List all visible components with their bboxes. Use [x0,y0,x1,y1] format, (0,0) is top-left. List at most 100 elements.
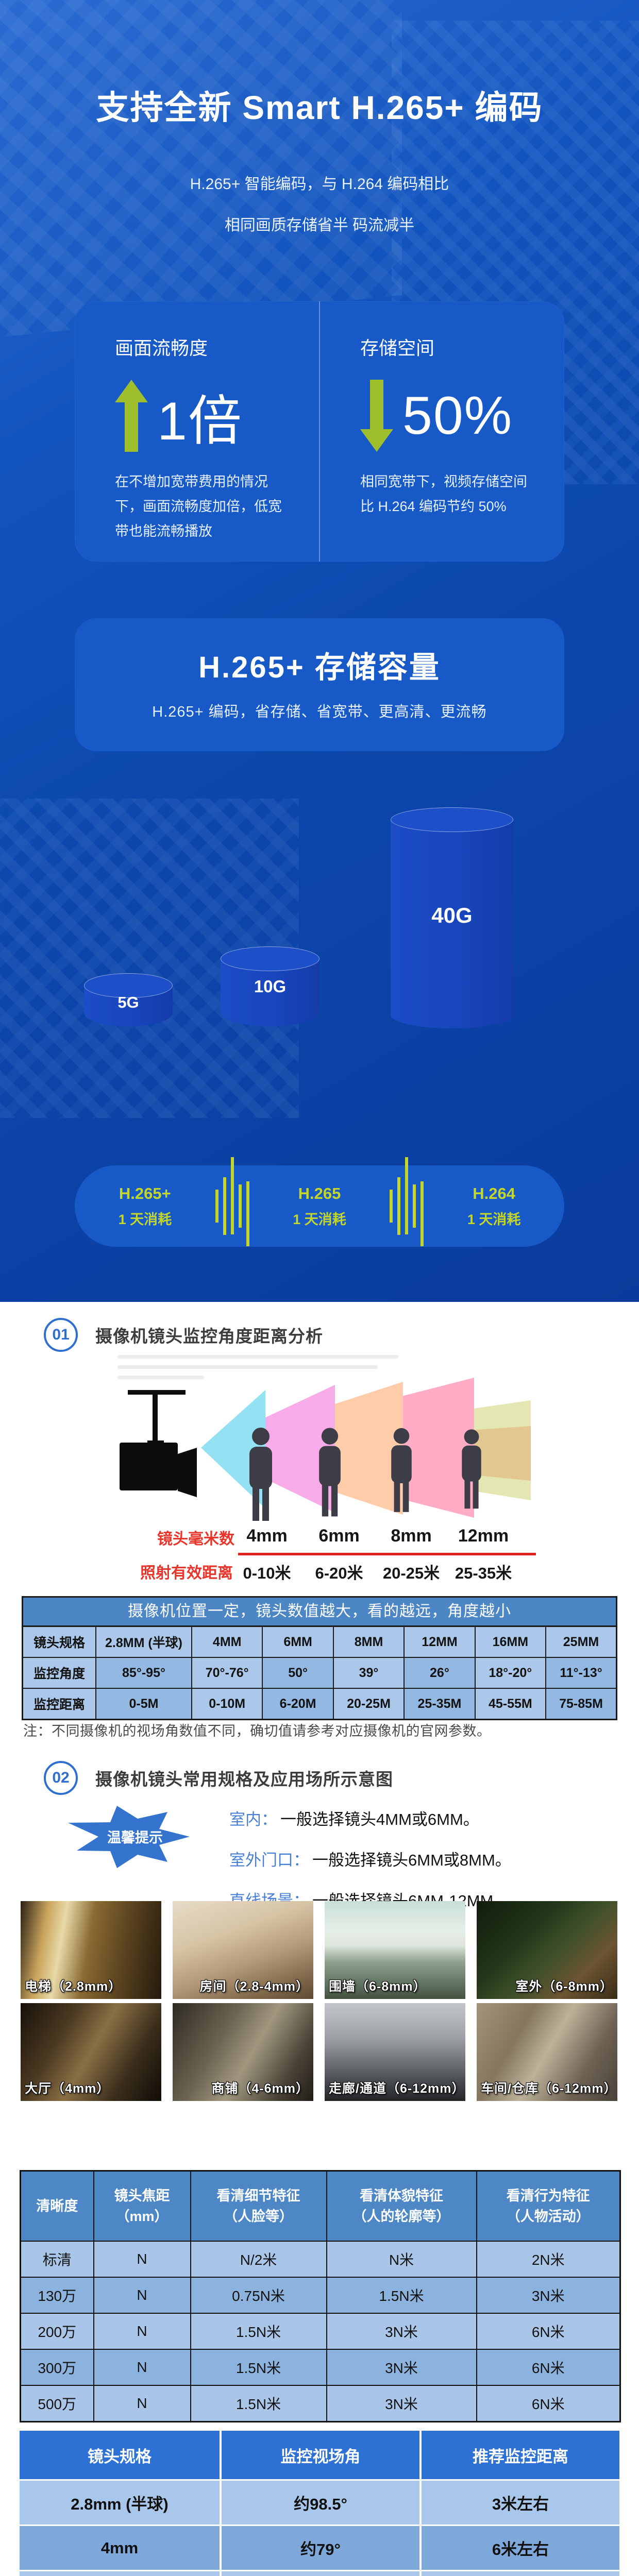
table-cell: N [93,2313,191,2350]
table-cell: 1.5N米 [190,2349,327,2386]
table-cell: 25-35M [403,1688,476,1720]
lens-value: 12mm [458,1526,509,1546]
photo-label: 电梯（2.8mm） [25,1979,122,1994]
table-cell: 26° [403,1657,476,1689]
table-cell: 200万 [20,2313,94,2350]
table-cell: 70°-76° [191,1657,263,1689]
stat-label: 存储空间 [360,337,435,359]
table-cell: 2.8mm (半球) [20,2479,220,2524]
up-arrow-icon [115,380,148,452]
camera-view-angle-diagram [120,1378,531,1521]
effective-distance-row: 照射有效距离 0-10米 6-20米 20-25米 25-35米 [0,1560,639,1583]
lens-spec-table: 摄像机位置一定，镜头数值越大，看的越远，角度越小 镜头规格 2.8MM (半球)… [22,1596,617,1720]
equalizer-bars-icon [215,1157,249,1246]
down-arrow-icon [360,380,393,452]
distance-value: 6-20米 [315,1564,363,1582]
photo-outdoor: 室外（6-8mm） [477,1901,617,1999]
photo-elevator: 电梯（2.8mm） [21,1901,161,1999]
distance-row-label: 照射有效距离 [140,1565,233,1582]
table-cell: 18°-20° [474,1657,547,1689]
table-cell: 6N米 [476,2313,621,2350]
photo-label: 室外（6-8mm） [515,1979,613,1994]
table-cell: 2N米 [476,2241,621,2278]
photo-hall: 大厅（4mm） [21,2003,161,2101]
camera-icon [120,1390,197,1497]
table-cell: 11°-13° [545,1657,617,1689]
lens-value: 4mm [246,1526,288,1546]
table-cell: 6MM [262,1625,334,1658]
photo-room: 房间（2.8-4mm） [173,1901,313,1999]
column-header: 看清行为特征 （人物活动） [476,2170,621,2242]
table-cell: 25MM [545,1625,617,1658]
table-cell: 45-55M [474,1688,547,1720]
row-header: 监控角度 [22,1657,96,1689]
table-cell: 500万 [20,2385,94,2422]
hero-subtitle-2: 相同画质存储省半 码流减半 [224,217,415,234]
table-row: 监控距离 0-5M 0-10M 6-20M 20-25M 25-35M 45-5… [22,1688,617,1720]
table-header-row: 清晰度 镜头焦距 （mm） 看清细节特征 （人脸等） 看清体貌特征 （人的轮廓等） 看… [20,2170,621,2242]
distance-value: 0-10米 [243,1564,291,1582]
distance-value: 20-25米 [382,1564,440,1582]
table-cell: 12MM [403,1625,476,1658]
tip-starburst-badge: 温馨提示 [68,1806,190,1868]
lens-value: 6mm [318,1526,360,1546]
column-header: 看清体貌特征 （人的轮廓等） [326,2170,477,2242]
tip-label: 室内： [229,1810,277,1828]
table-cell: 约79° [220,2524,419,2570]
photo-label: 走廊/通道（6-12mm） [329,2081,465,2096]
legend-codec: H.264 [473,1184,515,1202]
stat-storage: 存储空间 50% 相同宽带下，视频存储空间比 H.264 编码节约 50% [319,301,564,562]
table-cell: 85°-95° [95,1657,192,1689]
table-cell: 8MM [332,1625,405,1658]
cylinder-h265: 10G [221,946,320,1026]
stats-card: 画面流畅度 1倍 在不增加宽带费用的情况下，画面流畅度加倍，低宽带也能流畅播放 … [75,301,564,562]
stat-description: 在不增加宽带费用的情况下，画面流畅度加倍，低宽带也能流畅播放 [115,474,282,539]
photo-fence: 围墙（6-8mm） [325,1901,465,1999]
table-caption: 摄像机位置一定，镜头数值越大，看的越远，角度越小 [22,1596,617,1625]
table-cell: 300万 [20,2349,94,2386]
table-cell: 16MM [474,1625,547,1658]
cylinder-h265plus: 5G [84,973,173,1026]
stat-description: 相同宽带下，视频存储空间比 H.264 编码节约 50% [360,474,527,515]
column-header: 镜头规格 [20,2431,220,2479]
photo-label: 商铺（4-6mm） [211,2081,309,2096]
distance-value: 25-35米 [455,1564,512,1582]
table-cell: N [93,2349,191,2386]
tip-text: 一般选择镜头6MM或8MM。 [312,1851,511,1869]
legend-h265plus: H.265+ 1 天消耗 [119,1184,172,1228]
legend-consumption: 1 天消耗 [118,1211,172,1227]
photo-corridor: 走廊/通道（6-12mm） [325,2003,465,2101]
photo-label: 车间/仓库（6-12mm） [481,2081,617,2096]
section-02-header: 02 摄像机镜头常用规格及应用场所示意图 [44,1761,393,1795]
column-header: 看清细节特征 （人脸等） [190,2170,327,2242]
table-cell: 3N米 [326,2349,477,2386]
section-01-note: 注：不同摄像机的视场角数值不同，确切值请参考对应摄像机的官网参数。 [23,1723,491,1739]
table-cell: 3米左右 [419,2479,619,2524]
fov-recommendation-table: 镜头规格 监控视场角 推荐监控距离 2.8mm (半球) 约98.5° 3米左右… [20,2431,619,2576]
tip-indoor: 室内： 一般选择镜头4MM或6MM。 [229,1806,511,1829]
photo-shop: 商铺（4-6mm） [173,2003,313,2101]
tip-outdoor-door: 室外门口： 一般选择镜头6MM或8MM。 [229,1847,511,1870]
hero-subtitle-1: H.265+ 智能编码，与 H.264 编码相比 [190,176,449,193]
section-title: 摄像机镜头监控角度距离分析 [95,1327,323,1346]
table-cell: 标清 [20,2241,94,2278]
lens-size-row: 镜头毫米数 4mm 6mm 8mm 12mm [0,1526,639,1549]
section-number-badge: 02 [44,1761,78,1795]
table-row: 130万 N 0.75N米 1.5N米 3N米 [20,2277,621,2314]
table-row: 2.8mm (半球) 约98.5° 3米左右 [20,2479,619,2524]
faint-caption-lines [117,1355,398,1386]
section-title: 摄像机镜头常用规格及应用场所示意图 [95,1770,393,1789]
table-cell: 0.75N米 [190,2277,327,2314]
row-header: 监控距离 [22,1688,96,1720]
legend-consumption: 1 天消耗 [467,1211,521,1227]
table-cell: N米 [326,2241,477,2278]
table-cell: 6-20M [262,1688,334,1720]
column-header: 推荐监控距离 [419,2431,619,2479]
table-cell: 2.8MM (半球) [95,1625,192,1658]
table-cell: N/2米 [190,2241,327,2278]
photo-label: 围墙（6-8mm） [329,1979,427,1994]
table-cell: 6N米 [476,2385,621,2422]
table-cell: 75-85M [545,1688,617,1720]
table-row: 300万 N 1.5N米 3N米 6N米 [20,2349,621,2386]
